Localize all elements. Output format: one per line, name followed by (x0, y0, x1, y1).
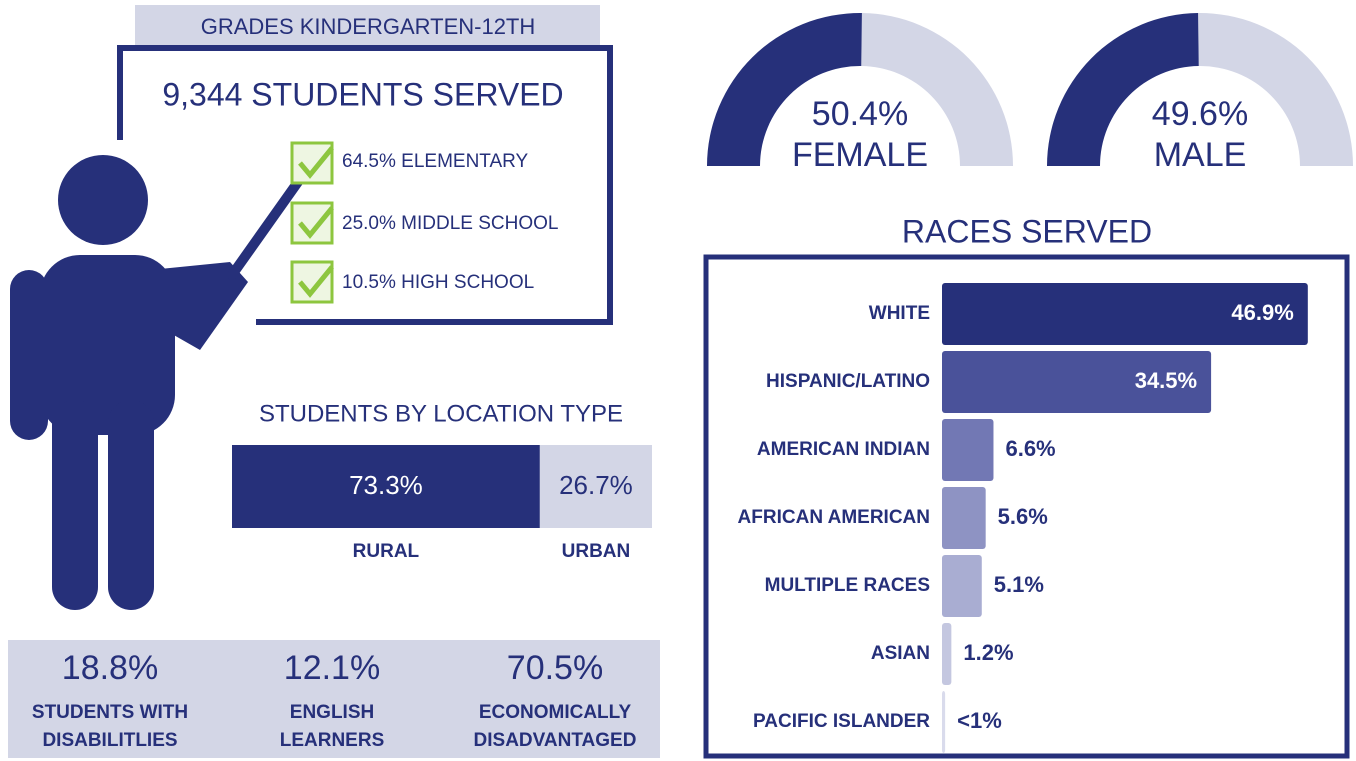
bar (942, 691, 945, 753)
infographic: GRADES KINDERGARTEN-12TH 9,344 STUDENTS … (0, 0, 1356, 761)
bar (942, 623, 951, 685)
value-label: 1.2% (963, 640, 1013, 665)
chart-title: STUDENTS BY LOCATION TYPE (259, 400, 623, 427)
stat-label: DISADVANTAGED (474, 730, 637, 751)
stat-value: 18.8% (62, 649, 158, 687)
gauge-value: 49.6% (1152, 95, 1248, 133)
stat-value: 12.1% (284, 649, 380, 687)
stat-label: ENGLISH (290, 702, 374, 723)
category-label: AMERICAN INDIAN (757, 439, 930, 460)
level-item: 64.5% ELEMENTARY (342, 151, 529, 172)
category-label: ASIAN (871, 643, 930, 664)
bar (942, 555, 982, 617)
category-label: URBAN (562, 541, 631, 562)
grades-label: GRADES KINDERGARTEN-12TH (201, 14, 536, 39)
category-label: RURAL (353, 541, 420, 562)
value-label: 5.6% (998, 504, 1048, 529)
category-label: MULTIPLE RACES (765, 575, 930, 596)
segment-label: 73.3% (349, 470, 423, 500)
students-served: 9,344 STUDENTS SERVED (162, 76, 563, 112)
value-label: 6.6% (1005, 436, 1055, 461)
stat-value: 70.5% (507, 649, 603, 687)
value-label: 5.1% (994, 572, 1044, 597)
chart-title: RACES SERVED (902, 213, 1152, 249)
value-label: <1% (957, 708, 1002, 733)
segment-label: 26.7% (559, 470, 633, 500)
level-item: 25.0% MIDDLE SCHOOL (342, 213, 558, 234)
category-label: PACIFIC ISLANDER (753, 711, 930, 732)
category-label: HISPANIC/LATINO (766, 371, 930, 392)
stat-label: DISABILITLIES (42, 730, 177, 751)
bar (942, 487, 986, 549)
level-item: 10.5% HIGH SCHOOL (342, 272, 534, 293)
teacher-icon (10, 155, 305, 610)
stat-label: ECONOMICALLY (479, 702, 632, 723)
bar (942, 419, 993, 481)
stat-label: LEARNERS (280, 730, 385, 751)
gauge-value: 50.4% (812, 95, 908, 133)
gauge-label: MALE (1154, 136, 1247, 174)
value-label: 34.5% (1135, 368, 1197, 393)
value-label: 46.9% (1231, 300, 1293, 325)
category-label: AFRICAN AMERICAN (738, 507, 930, 528)
gauge-label: FEMALE (792, 136, 928, 174)
stat-label: STUDENTS WITH (32, 702, 188, 723)
category-label: WHITE (869, 303, 930, 324)
